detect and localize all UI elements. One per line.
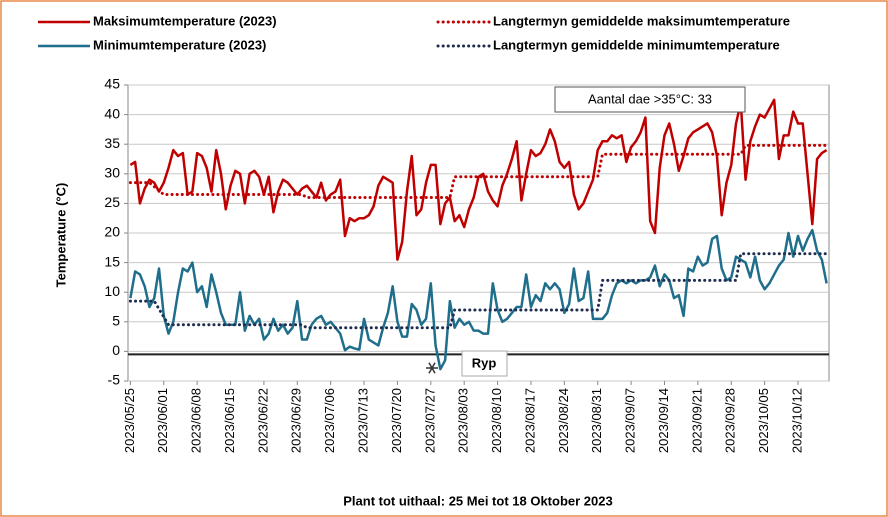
legend-label: Maksimumtemperature (2023) <box>93 13 277 28</box>
x-tick-label: 2023/07/27 <box>422 388 437 453</box>
y-tick-label: 20 <box>104 224 120 240</box>
annotation-box <box>554 86 746 113</box>
x-tick-label: 2023/06/29 <box>289 388 304 453</box>
y-tick-label: 15 <box>104 253 120 269</box>
y-tick-label: 35 <box>104 135 120 151</box>
y-tick-label: 45 <box>104 76 120 92</box>
legend-label: Minimumtemperature (2023) <box>93 37 266 52</box>
x-tick-label: 2023/07/06 <box>322 388 337 453</box>
x-tick-label: 2023/08/24 <box>556 388 571 453</box>
x-tick-label: 2023/07/20 <box>389 388 404 453</box>
x-tick-label: 2023/06/08 <box>189 388 204 453</box>
x-tick-label: 2023/06/22 <box>255 388 270 453</box>
x-tick-label: 2023/08/31 <box>589 388 604 453</box>
x-tick-label: 2023/09/28 <box>723 388 738 453</box>
x-tick-label: 2023/06/15 <box>222 388 237 453</box>
y-tick-label: 5 <box>112 313 120 329</box>
y-tick-label: 25 <box>104 194 120 210</box>
x-tick-label: 2023/08/10 <box>489 388 504 453</box>
annotation: Ryp <box>472 355 497 370</box>
x-tick-label: 2023/09/14 <box>656 388 671 453</box>
x-axis-title: Plant tot uithaal: 25 Mei tot 18 Oktober… <box>343 493 612 508</box>
y-tick-label: 40 <box>104 105 120 121</box>
legend-label: Langtermyn gemiddelde maksimumtemperatur… <box>493 13 790 28</box>
x-tick-label: 2023/08/17 <box>522 388 537 453</box>
series-line <box>128 143 829 199</box>
y-axis-title: Temperature (°C) <box>53 183 68 288</box>
x-tick-label: 2023/10/12 <box>789 388 804 453</box>
series-line <box>128 252 829 330</box>
y-tick-label: -5 <box>108 372 121 388</box>
y-tick-label: 10 <box>104 283 120 299</box>
x-tick-label: 2023/09/21 <box>689 388 704 453</box>
x-tick-label: 2023/09/07 <box>623 388 638 453</box>
x-tick-label: 2023/06/01 <box>155 388 170 453</box>
series-line <box>129 228 828 371</box>
legend-label: Langtermyn gemiddelde minimumtemperature <box>493 37 780 52</box>
x-tick-label: 2023/07/13 <box>355 388 370 453</box>
annotation: Aantal dae >35°C: 33 <box>588 91 712 106</box>
x-tick-label: 2023/05/25 <box>122 388 137 453</box>
y-tick-label: 30 <box>104 165 120 181</box>
annotation-box <box>461 350 508 377</box>
y-tick-label: 0 <box>112 342 120 358</box>
x-tick-label: 2023/10/05 <box>756 388 771 453</box>
x-tick-label: 2023/08/03 <box>456 388 471 453</box>
frost-icon <box>426 362 438 374</box>
frost-icon-stroke <box>428 362 436 374</box>
series-line <box>129 98 828 261</box>
